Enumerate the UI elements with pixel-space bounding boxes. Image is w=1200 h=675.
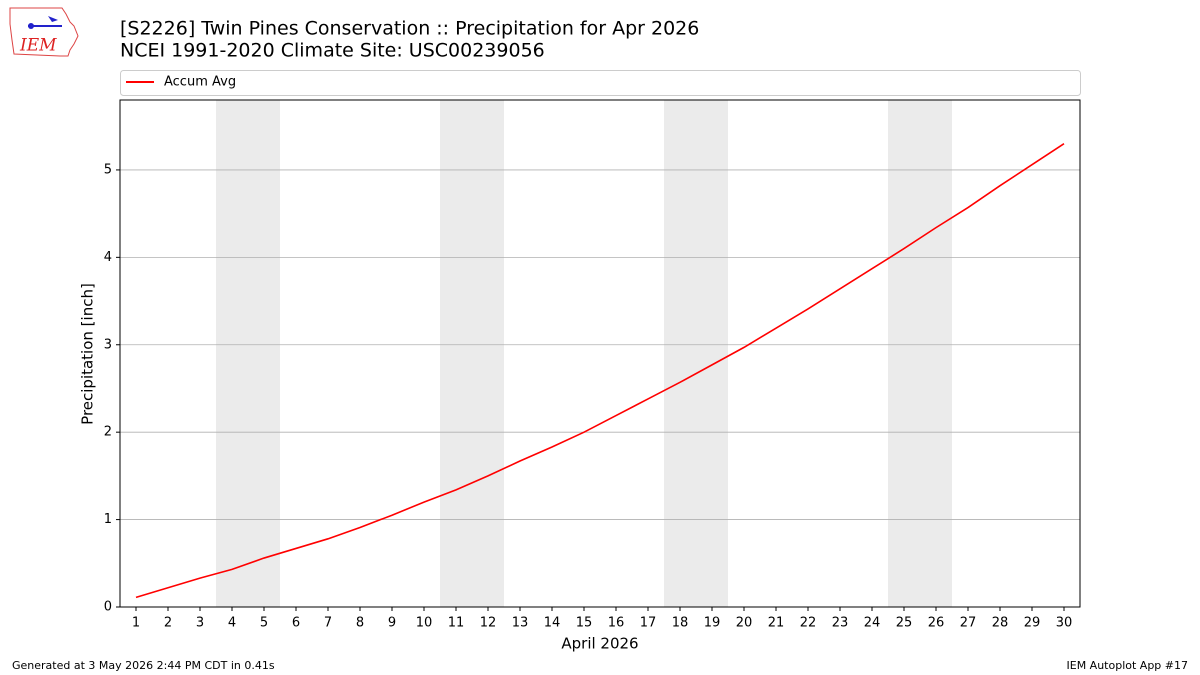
x-tick-label: 25 — [896, 616, 913, 631]
y-axis-label: Precipitation [inch] — [79, 283, 97, 425]
x-tick-label: 29 — [1024, 616, 1041, 631]
x-tick-label: 19 — [704, 616, 721, 631]
x-tick-label: 2 — [164, 616, 172, 631]
x-tick-label: 21 — [768, 616, 785, 631]
x-tick-label: 12 — [480, 616, 497, 631]
x-tick-label: 9 — [388, 616, 396, 631]
x-tick-label: 26 — [928, 616, 945, 631]
x-tick-label: 30 — [1056, 616, 1073, 631]
x-tick-label: 1 — [132, 616, 140, 631]
shaded-span — [440, 100, 504, 607]
y-tick-label: 0 — [104, 600, 112, 615]
x-tick-label: 24 — [864, 616, 881, 631]
x-tick-label: 13 — [512, 616, 529, 631]
x-tick-label: 8 — [356, 616, 364, 631]
x-tick-label: 23 — [832, 616, 849, 631]
shaded-span — [664, 100, 728, 607]
x-tick-label: 5 — [260, 616, 268, 631]
x-tick-label: 14 — [544, 616, 561, 631]
x-tick-label: 4 — [228, 616, 236, 631]
y-tick-label: 3 — [104, 337, 112, 352]
chart-title: [S2226] Twin Pines Conservation :: Preci… — [120, 18, 699, 40]
x-tick-label: 17 — [640, 616, 657, 631]
x-tick-label: 22 — [800, 616, 817, 631]
plot-frame — [119, 99, 1081, 608]
logo: IEM — [9, 7, 79, 57]
shaded-span — [216, 100, 280, 607]
x-tick-label: 6 — [292, 616, 300, 631]
x-tick-label: 7 — [324, 616, 332, 631]
footer-left: Generated at 3 May 2026 2:44 PM CDT in 0… — [12, 659, 275, 672]
logo-text: IEM — [19, 36, 57, 56]
x-tick-label: 15 — [576, 616, 593, 631]
x-tick-label: 18 — [672, 616, 689, 631]
x-axis-label: April 2026 — [561, 635, 638, 653]
y-tick-label: 4 — [104, 250, 112, 265]
line — [135, 143, 1065, 599]
legend-box — [120, 70, 1081, 96]
y-tick-label: 5 — [104, 162, 112, 177]
y-tick-label: 2 — [104, 425, 112, 440]
x-tick-label: 11 — [448, 616, 465, 631]
y-tick-label: 1 — [104, 512, 112, 527]
footer-right: IEM Autoplot App #17 — [1067, 659, 1189, 672]
shaded-span — [888, 100, 952, 607]
chart-subtitle: NCEI 1991-2020 Climate Site: USC00239056 — [120, 40, 545, 62]
x-tick-label: 20 — [736, 616, 753, 631]
x-tick-label: 28 — [992, 616, 1009, 631]
x-tick-label: 27 — [960, 616, 977, 631]
legend-label: Accum Avg — [164, 75, 236, 90]
x-tick-label: 10 — [416, 616, 433, 631]
x-tick-label: 16 — [608, 616, 625, 631]
x-tick-label: 3 — [196, 616, 204, 631]
